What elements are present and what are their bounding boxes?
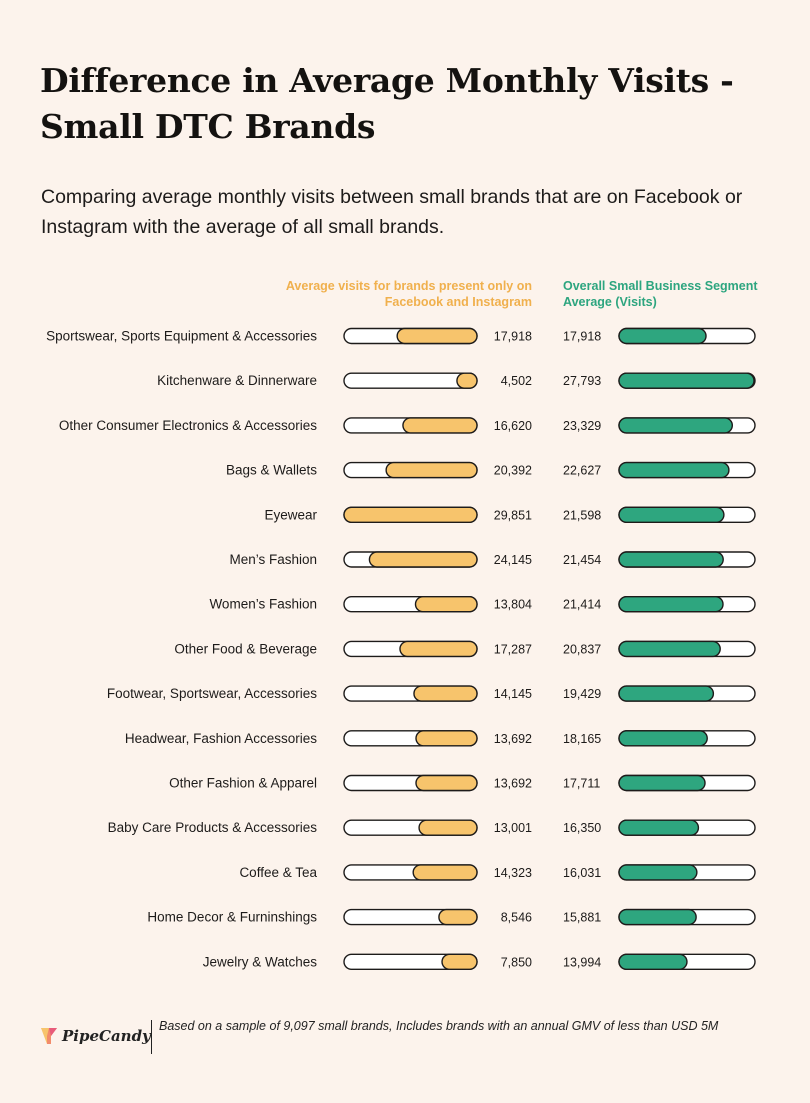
overall-value-label: 17,918 — [563, 330, 601, 344]
facebook-value-label: 29,851 — [494, 508, 532, 522]
category-label: Baby Care Products & Accessories — [108, 820, 318, 835]
category-label: Headwear, Fashion Accessories — [125, 731, 317, 746]
overall-bar — [618, 596, 724, 613]
overall-value-label: 20,837 — [563, 642, 601, 656]
facebook-value-label: 13,692 — [494, 777, 532, 791]
overall-bar — [618, 551, 724, 568]
facebook-bar — [413, 685, 478, 702]
overall-bar — [618, 685, 715, 702]
overall-value-label: 16,031 — [563, 866, 601, 880]
category-label: Kitchenware & Dinnerware — [157, 373, 317, 388]
facebook-bar — [402, 417, 478, 434]
category-label: Coffee & Tea — [239, 865, 317, 880]
category-label: Other Food & Beverage — [174, 641, 317, 656]
category-label: Bags & Wallets — [226, 463, 317, 478]
legend-overall-series: Overall Small Business Segment Average (… — [563, 279, 758, 309]
facebook-bar — [412, 864, 478, 881]
facebook-bar — [441, 953, 478, 970]
legend-facebook-series: Average visits for brands present only o… — [285, 279, 532, 309]
category-label: Women’s Fashion — [209, 597, 317, 612]
facebook-value-label: 17,918 — [494, 330, 532, 344]
overall-value-label: 13,994 — [563, 955, 601, 969]
facebook-value-label: 14,145 — [494, 687, 532, 701]
overall-bar — [618, 417, 734, 434]
footnote: Based on a sample of 9,097 small brands,… — [159, 1019, 719, 1033]
overall-bar — [618, 506, 725, 523]
facebook-value-label: 17,287 — [494, 642, 532, 656]
category-label: Other Fashion & Apparel — [169, 776, 317, 791]
facebook-bar — [396, 327, 478, 345]
facebook-bar — [385, 461, 478, 479]
facebook-bar — [368, 551, 478, 568]
facebook-bar — [343, 506, 478, 523]
logo-text: PipeCandy — [62, 1027, 151, 1045]
facebook-bar — [438, 908, 478, 926]
overall-value-label: 21,454 — [563, 553, 601, 567]
facebook-value-label: 13,692 — [494, 732, 532, 746]
facebook-value-label: 20,392 — [494, 464, 532, 478]
overall-bar — [618, 908, 697, 926]
footer: PipeCandy Based on a sample of 9,097 sma… — [40, 1018, 780, 1058]
overall-value-label: 27,793 — [563, 374, 601, 388]
overall-value-label: 18,165 — [563, 732, 601, 746]
overall-bar — [618, 819, 700, 836]
overall-bar — [618, 774, 706, 792]
overall-bar — [618, 730, 708, 747]
overall-bar — [618, 864, 698, 881]
facebook-value-label: 7,850 — [501, 955, 532, 969]
facebook-value-label: 13,804 — [494, 598, 532, 612]
category-label: Jewelry & Watches — [203, 954, 318, 969]
overall-bar — [618, 953, 688, 970]
overall-bar — [618, 372, 755, 389]
category-label: Footwear, Sportswear, Accessories — [107, 686, 317, 701]
category-label: Men’s Fashion — [229, 552, 317, 567]
facebook-bar — [415, 730, 478, 747]
facebook-value-label: 24,145 — [494, 553, 532, 567]
facebook-bar — [415, 774, 478, 792]
overall-value-label: 21,414 — [563, 598, 601, 612]
overall-bar — [618, 461, 730, 479]
candy-funnel-icon — [41, 1028, 57, 1044]
facebook-value-label: 16,620 — [494, 419, 532, 433]
facebook-value-label: 4,502 — [501, 374, 532, 388]
facebook-bar — [456, 372, 478, 389]
overall-value-label: 16,350 — [563, 821, 601, 835]
category-label: Sportswear, Sports Equipment & Accessori… — [46, 329, 317, 344]
chart-title: Difference in Average Monthly Visits - S… — [40, 61, 734, 146]
facebook-bar — [399, 640, 478, 658]
overall-value-label: 21,598 — [563, 508, 601, 522]
facebook-bar — [418, 819, 478, 836]
category-label: Home Decor & Furninshings — [147, 910, 317, 925]
overall-bar — [618, 640, 721, 658]
pipecandy-logo: PipeCandy — [40, 1024, 151, 1048]
overall-value-label: 15,881 — [563, 911, 601, 925]
facebook-value-label: 14,323 — [494, 866, 532, 880]
category-label: Eyewear — [264, 507, 317, 522]
overall-value-label: 17,711 — [563, 777, 600, 791]
facebook-bar — [414, 596, 478, 613]
overall-value-label: 22,627 — [563, 464, 601, 478]
facebook-value-label: 13,001 — [494, 821, 532, 835]
overall-bar — [618, 327, 707, 345]
category-label: Other Consumer Electronics & Accessories — [59, 418, 317, 433]
facebook-value-label: 8,546 — [501, 911, 532, 925]
chart-subtitle: Comparing average monthly visits between… — [41, 186, 743, 238]
overall-value-label: 19,429 — [563, 687, 601, 701]
bar-chart: Sportswear, Sports Equipment & Accessori… — [46, 327, 756, 970]
overall-value-label: 23,329 — [563, 419, 601, 433]
footer-divider — [151, 1020, 152, 1054]
